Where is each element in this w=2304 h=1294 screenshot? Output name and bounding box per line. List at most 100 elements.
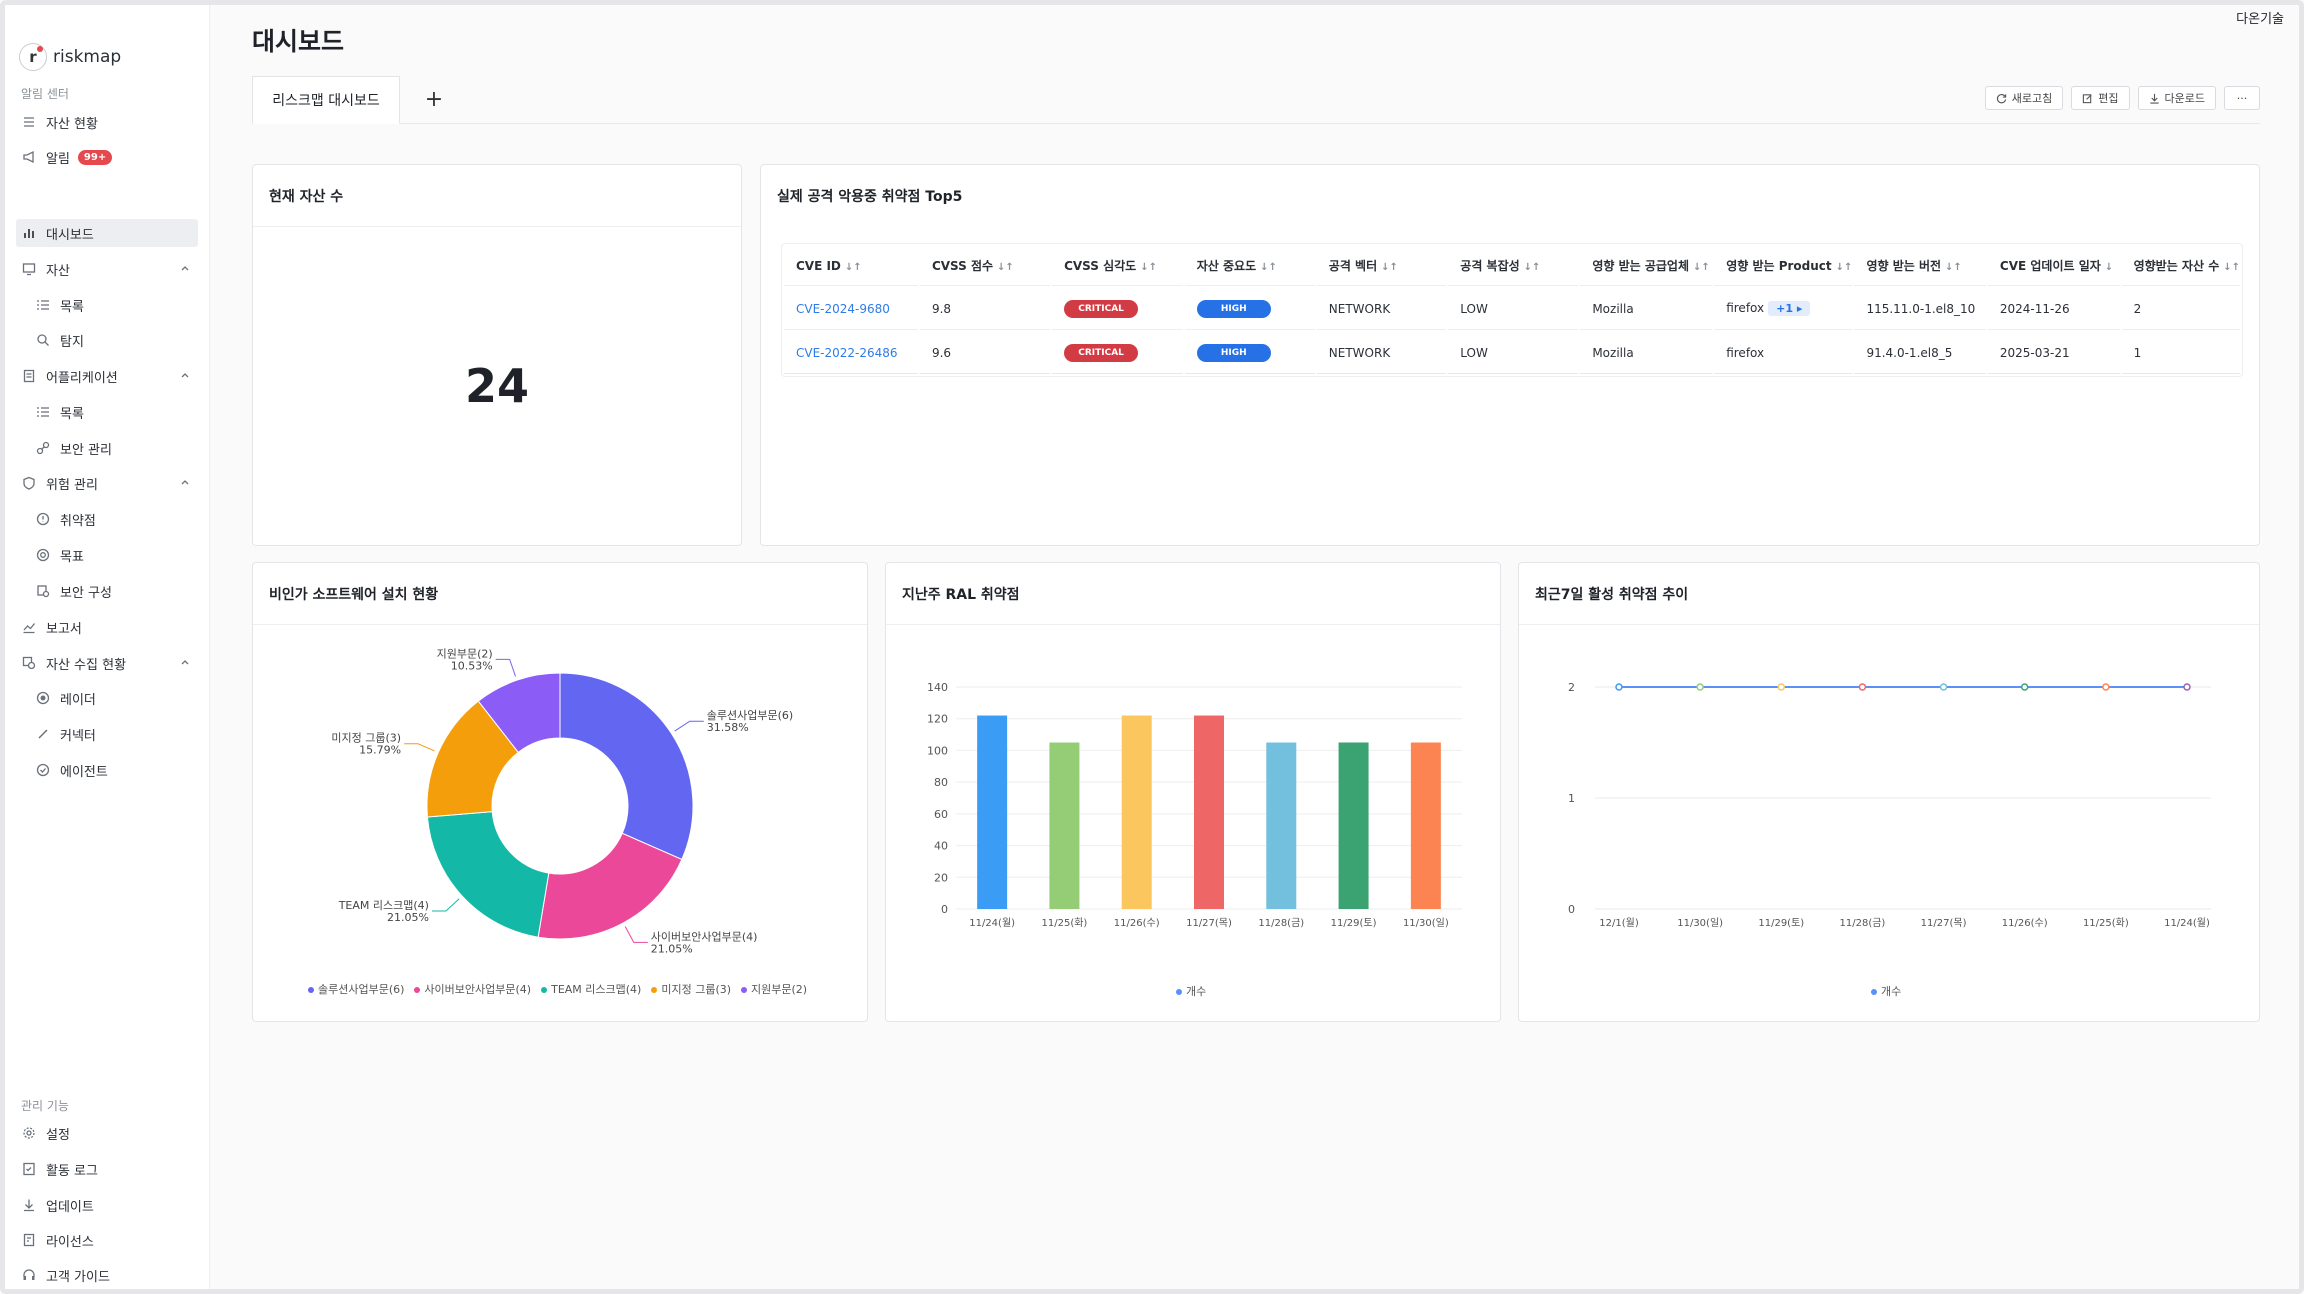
more-products-button[interactable]: +1 ▸	[1768, 301, 1811, 316]
sidebar-item-apps-list[interactable]: 목록	[30, 398, 198, 426]
x-tick-label: 11/29(토)	[1758, 918, 1804, 929]
sidebar-item-alerts[interactable]: 알림 99+	[16, 143, 198, 171]
sort-icon[interactable]: ↓↑	[1693, 262, 1710, 273]
vendor: Mozilla	[1580, 288, 1713, 330]
y-tick-label: 40	[934, 840, 948, 853]
data-point	[1696, 683, 1704, 691]
sort-icon[interactable]: ↓↑	[1945, 262, 1962, 273]
alert-count-badge: 99+	[77, 149, 113, 165]
attack-vector: NETWORK	[1316, 288, 1447, 330]
legend-item[interactable]: 솔루션사업부문(6)	[308, 981, 404, 997]
donut-chart: 솔루션사업부문(6)31.58%사이버보안사업부문(4)21.05%TEAM 리…	[331, 647, 793, 955]
sidebar-item-dashboard[interactable]: 대시보드	[16, 219, 198, 247]
legend-item[interactable]: 개수	[1176, 983, 1206, 999]
sidebar-item-asset-status[interactable]: 자산 현황	[16, 108, 198, 136]
sidebar-item-label: 라이선스	[46, 1234, 94, 1250]
sidebar-item-guide[interactable]: 고객 가이드	[16, 1261, 198, 1289]
sidebar-item-vulnerability[interactable]: 취약점	[30, 505, 198, 533]
col-header-updated[interactable]: CVE 업데이트 일자 ↓	[1987, 246, 2120, 286]
col-header-importance[interactable]: 자산 중요도 ↓↑	[1184, 246, 1315, 286]
checklist-icon	[21, 1161, 37, 1177]
legend-item[interactable]: TEAM 리스크맵(4)	[541, 981, 641, 997]
download-button[interactable]: 다운로드	[2137, 86, 2216, 110]
sort-icon[interactable]: ↓↑	[1523, 262, 1541, 273]
sidebar-item-applications[interactable]: 어플리케이션	[16, 362, 198, 390]
slice-label: TEAM 리스크맵(4)	[338, 899, 429, 912]
pie-slice	[426, 811, 550, 938]
sidebar-item-connector[interactable]: 커넥터	[30, 720, 198, 748]
col-header-cve[interactable]: CVE ID ↓↑	[784, 246, 918, 286]
sidebar-item-label: 목록	[60, 299, 84, 315]
unauthorized-software-card: 비인가 소프트웨어 설치 현황 솔루션사업부문(6) 31.58% 사이버보안사업부…	[252, 562, 868, 1022]
chevron-up-icon[interactable]	[180, 477, 190, 487]
company-name[interactable]: 다온기술	[2236, 12, 2284, 27]
sort-icon[interactable]: ↓↑	[1260, 262, 1277, 273]
sort-icon[interactable]: ↓↑	[1140, 262, 1157, 273]
refresh-button[interactable]: 새로고침	[1984, 86, 2064, 110]
sidebar-item-assets-detect[interactable]: 탐지	[30, 326, 198, 354]
sidebar-item-assets-list[interactable]: 목록	[30, 291, 198, 319]
sidebar-item-activity-log[interactable]: 활동 로그	[16, 1155, 198, 1183]
chevron-up-icon[interactable]	[180, 657, 190, 667]
sort-icon[interactable]: ↓↑	[2223, 262, 2240, 273]
legend-item[interactable]: 사이버보안사업부문(4)	[414, 981, 531, 997]
sidebar-item-label: 알림	[46, 151, 70, 167]
col-header-version[interactable]: 영향 받는 버전 ↓↑	[1854, 246, 1986, 286]
add-tab-button[interactable]: +	[424, 87, 444, 112]
col-header-vendor[interactable]: 영향 받는 공급업체 ↓↑	[1580, 246, 1713, 286]
col-header-product[interactable]: 영향 받는 Product ↓↑	[1714, 246, 1853, 286]
search-icon	[35, 332, 51, 348]
legend-dot	[414, 987, 421, 993]
logo-text: riskmap	[53, 47, 122, 67]
sort-icon[interactable]: ↓	[2104, 262, 2114, 273]
legend-item[interactable]: 지원부문(2)	[741, 981, 807, 997]
sidebar-item-license[interactable]: 라이선스	[16, 1226, 198, 1254]
slice-label: 미지정 그룹(3)	[331, 732, 401, 745]
sidebar-item-risk[interactable]: 위험 관리	[16, 469, 198, 497]
sidebar-item-collection[interactable]: 자산 수집 현황	[16, 649, 198, 677]
sort-icon[interactable]: ↓↑	[997, 262, 1014, 273]
cve-link[interactable]: CVE-2024-9680	[796, 301, 890, 316]
slice-percent: 21.05%	[651, 942, 693, 955]
pie-slice	[537, 832, 683, 940]
col-header-complexity[interactable]: 공격 복잡성 ↓↑	[1448, 246, 1579, 286]
attack-complexity: LOW	[1448, 288, 1579, 330]
sort-icon[interactable]: ↓↑	[844, 261, 862, 273]
data-point	[2183, 683, 2191, 691]
sidebar-item-radar[interactable]: 레이더	[30, 684, 198, 712]
line-legend: 개수	[1871, 983, 1901, 999]
logo-mark-icon: r	[19, 43, 47, 71]
col-header-severity[interactable]: CVSS 심각도 ↓↑	[1052, 246, 1183, 286]
col-header-score[interactable]: CVSS 점수 ↓↑	[919, 246, 1051, 286]
col-header-assets[interactable]: 영향받는 자산 수 ↓↑	[2121, 246, 2240, 286]
toolbar: 새로고침 편집 다운로드 ···	[1984, 86, 2260, 110]
sidebar-item-report[interactable]: 보고서	[16, 613, 198, 641]
more-button[interactable]: ···	[2224, 86, 2260, 110]
bar	[977, 715, 1008, 909]
table-row[interactable]: CVE-2024-9680 9.8 CRITICAL HIGH NETWORK …	[784, 288, 2240, 330]
edit-button[interactable]: 편집	[2071, 86, 2130, 110]
sidebar-item-apps-security[interactable]: 보안 관리	[30, 434, 198, 462]
bar-chart: 0 20 40 60 80 100 120 140 11/24(월) 11/25(화) 11/26(…	[927, 681, 1462, 929]
sidebar-item-settings[interactable]: 설정	[16, 1119, 198, 1147]
x-tick-label: 11/30(일)	[1403, 917, 1449, 929]
sort-icon[interactable]: ↓↑	[1381, 262, 1398, 273]
sidebar-item-target[interactable]: 목표	[30, 541, 198, 569]
tab-riskmap-dashboard[interactable]: 리스크맵 대시보드	[252, 76, 400, 124]
cve-link[interactable]: CVE-2022-26486	[796, 345, 898, 360]
sidebar-item-label: 대시보드	[46, 227, 94, 243]
chevron-up-icon[interactable]	[180, 370, 190, 380]
col-header-vector[interactable]: 공격 벡터 ↓↑	[1316, 246, 1447, 286]
legend-item[interactable]: 개수	[1871, 983, 1901, 999]
sidebar-item-update[interactable]: 업데이트	[16, 1191, 198, 1219]
legend-item[interactable]: 미지정 그룹(3)	[651, 981, 731, 997]
sidebar-item-assets[interactable]: 자산	[16, 255, 198, 283]
logo[interactable]: r riskmap	[19, 43, 121, 71]
table-row[interactable]: CVE-2022-26486 9.6 CRITICAL HIGH NETWORK…	[784, 332, 2240, 374]
x-tick-label: 11/26(수)	[1114, 917, 1160, 929]
sidebar-item-agent[interactable]: 에이전트	[30, 756, 198, 784]
sort-icon[interactable]: ↓↑	[1835, 262, 1853, 273]
sidebar-item-security-config[interactable]: 보안 구성	[30, 577, 198, 605]
chevron-up-icon[interactable]	[180, 263, 190, 273]
sidebar-item-label: 자산	[46, 263, 70, 279]
